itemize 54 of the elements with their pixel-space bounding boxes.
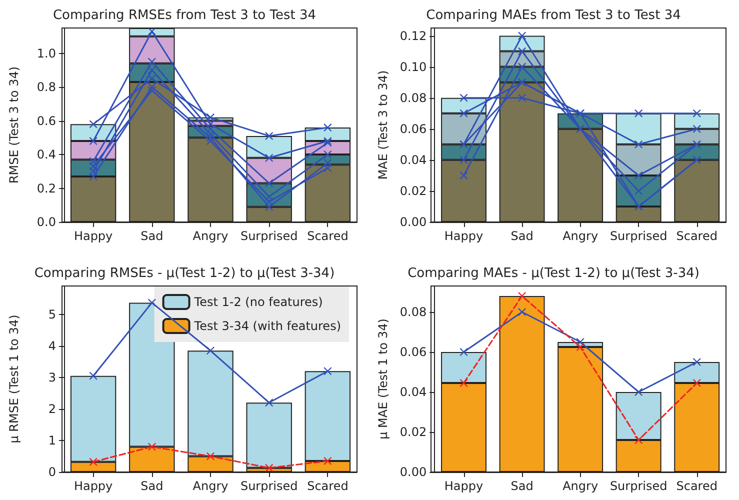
y-tick-label: 0.4 [36, 148, 56, 162]
y-axis-title: μ MAE (Test 1 to 34) [376, 318, 390, 440]
x-tick-label: Angry [562, 479, 598, 493]
y-tick-label: 0.0 [36, 215, 56, 229]
y-tick-label: 0.8 [36, 80, 56, 94]
y-tick-label: 0.06 [400, 122, 427, 136]
chart-title: Comparing RMSEs - μ(Test 1-2) to μ(Test 3-34) [34, 266, 335, 281]
x-tick-label: Scared [307, 229, 348, 243]
y-tick-label: 5 [48, 307, 56, 322]
x-tick-label: Scared [307, 479, 348, 493]
x-tick-label: Surprised [240, 479, 298, 493]
x-tick-label: Scared [676, 229, 718, 243]
y-tick-label: 0.2 [36, 181, 56, 196]
y-tick-label: 0.00 [400, 465, 427, 479]
chart-title: Comparing MAEs from Test 3 to Test 34 [426, 8, 681, 23]
x-tick-label: Angry [562, 229, 598, 243]
y-tick-label: 0.10 [400, 60, 427, 74]
chart-title: Comparing MAEs - μ(Test 1-2) to μ(Test 3-34) [408, 266, 700, 281]
y-tick-label: 0 [48, 465, 56, 479]
y-tick-label: 0.06 [400, 345, 427, 359]
x-tick-label: Sad [510, 479, 534, 493]
x-tick-label: Surprised [610, 229, 668, 243]
x-tick-label: Happy [444, 479, 484, 493]
x-tick-label: Happy [444, 229, 484, 243]
y-tick-label: 0.02 [400, 184, 427, 198]
y-tick-label: 0.00 [400, 215, 427, 229]
legend-label: Test 1-2 (no features) [193, 295, 323, 309]
x-tick-label: Sad [140, 479, 164, 493]
x-tick-label: Sad [140, 229, 164, 243]
x-tick-label: Happy [74, 229, 113, 243]
x-tick-label: Surprised [610, 479, 668, 493]
y-tick-label: 0.04 [400, 385, 427, 399]
x-tick-label: Scared [676, 479, 718, 493]
x-tick-label: Angry [192, 229, 228, 243]
y-tick-label: 3 [48, 370, 56, 384]
y-tick-label: 0.08 [400, 90, 427, 105]
x-tick-label: Happy [74, 479, 113, 493]
y-axis-title: RMSE (Test 3 to 34) [7, 66, 21, 184]
x-tick-label: Angry [192, 479, 228, 493]
y-tick-label: 1.0 [36, 46, 56, 60]
legend-label: Test 3-34 (with features) [193, 319, 342, 333]
y-axis-title: MAE (Test 3 to 34) [376, 70, 390, 180]
y-axis-title: μ RMSE (Test 1 to 34) [7, 314, 21, 444]
x-tick-label: Sad [510, 229, 534, 243]
y-tick-label: 1 [48, 433, 56, 448]
y-tick-label: 4 [48, 338, 56, 353]
y-tick-label: 0.02 [400, 425, 427, 439]
y-tick-label: 0.6 [36, 114, 56, 128]
y-tick-label: 0.08 [400, 305, 427, 319]
y-tick-label: 2 [48, 402, 56, 416]
y-tick-label: 0.04 [400, 152, 427, 167]
chart-title: Comparing RMSEs from Test 3 to Test 34 [52, 8, 316, 23]
x-tick-label: Surprised [240, 229, 298, 243]
y-tick-label: 0.12 [400, 28, 427, 43]
